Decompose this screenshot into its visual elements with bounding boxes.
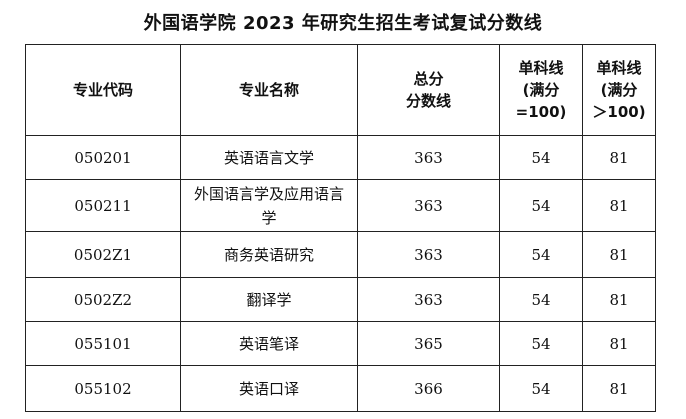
cell-total: 363 (357, 135, 500, 180)
cell-single-gt100: 81 (582, 135, 656, 180)
table-row: 0502Z1 商务英语研究 363 54 81 (25, 231, 656, 278)
table-row: 050201 英语语言文学 363 54 81 (25, 135, 656, 180)
cell-name: 英语口译 (180, 365, 358, 412)
header-single-gt100-line2: (满分 (600, 81, 638, 99)
cell-single-100: 54 (499, 135, 583, 180)
table-row: 055101 英语笔译 365 54 81 (25, 321, 656, 366)
cell-single-100: 54 (499, 321, 583, 366)
header-total-line1: 总分 (413, 70, 444, 88)
cell-code: 0502Z1 (25, 231, 181, 278)
cell-name: 英语笔译 (180, 321, 358, 366)
header-row: 专业代码 专业名称 总分 分数线 单科线 (满分 =100) 单科线 (满分 ＞… (25, 44, 656, 136)
header-single-gt100: 单科线 (满分 ＞100) (582, 44, 656, 136)
cell-name: 商务英语研究 (180, 231, 358, 278)
cell-single-gt100: 81 (582, 179, 656, 232)
cell-single-gt100: 81 (582, 365, 656, 412)
table-row: 0502Z2 翻译学 363 54 81 (25, 277, 656, 322)
cell-total: 365 (357, 321, 500, 366)
cell-single-100: 54 (499, 179, 583, 232)
cell-total: 366 (357, 365, 500, 412)
cell-name: 外国语言学及应用语言学 (180, 179, 358, 232)
table-row: 055102 英语口译 366 54 81 (25, 365, 656, 412)
cell-name: 翻译学 (180, 277, 358, 322)
page-title: 外国语学院 2023 年研究生招生考试复试分数线 (143, 13, 543, 34)
cell-single-100: 54 (499, 365, 583, 412)
table-row: 050211 外国语言学及应用语言学 363 54 81 (25, 179, 656, 232)
cell-name: 英语语言文学 (180, 135, 358, 180)
header-single-100-line1: 单科线 (518, 59, 564, 77)
header-code: 专业代码 (25, 44, 181, 136)
cell-total: 363 (357, 231, 500, 278)
cell-single-gt100: 81 (582, 321, 656, 366)
header-single-100-line2: (满分 (522, 81, 560, 99)
cell-code: 050201 (25, 135, 181, 180)
cell-code: 055101 (25, 321, 181, 366)
header-single-100: 单科线 (满分 =100) (499, 44, 583, 136)
cell-code: 050211 (25, 179, 181, 232)
cell-name-text: 外国语言学及应用语言学 (193, 184, 344, 227)
cell-single-gt100: 81 (582, 277, 656, 322)
cell-code: 055102 (25, 365, 181, 412)
header-single-100-line3: =100) (515, 103, 567, 121)
cell-total: 363 (357, 179, 500, 232)
header-name: 专业名称 (180, 44, 358, 136)
cell-total: 363 (357, 277, 500, 322)
cell-single-100: 54 (499, 231, 583, 278)
header-single-gt100-line1: 单科线 (596, 59, 642, 77)
header-total: 总分 分数线 (357, 44, 500, 136)
header-total-line2: 分数线 (405, 92, 451, 110)
score-table: 专业代码 专业名称 总分 分数线 单科线 (满分 =100) 单科线 (满分 ＞… (25, 44, 656, 412)
cell-single-100: 54 (499, 277, 583, 322)
cell-code: 0502Z2 (25, 277, 181, 322)
header-single-gt100-line3: ＞100) (592, 103, 646, 121)
cell-single-gt100: 81 (582, 231, 656, 278)
